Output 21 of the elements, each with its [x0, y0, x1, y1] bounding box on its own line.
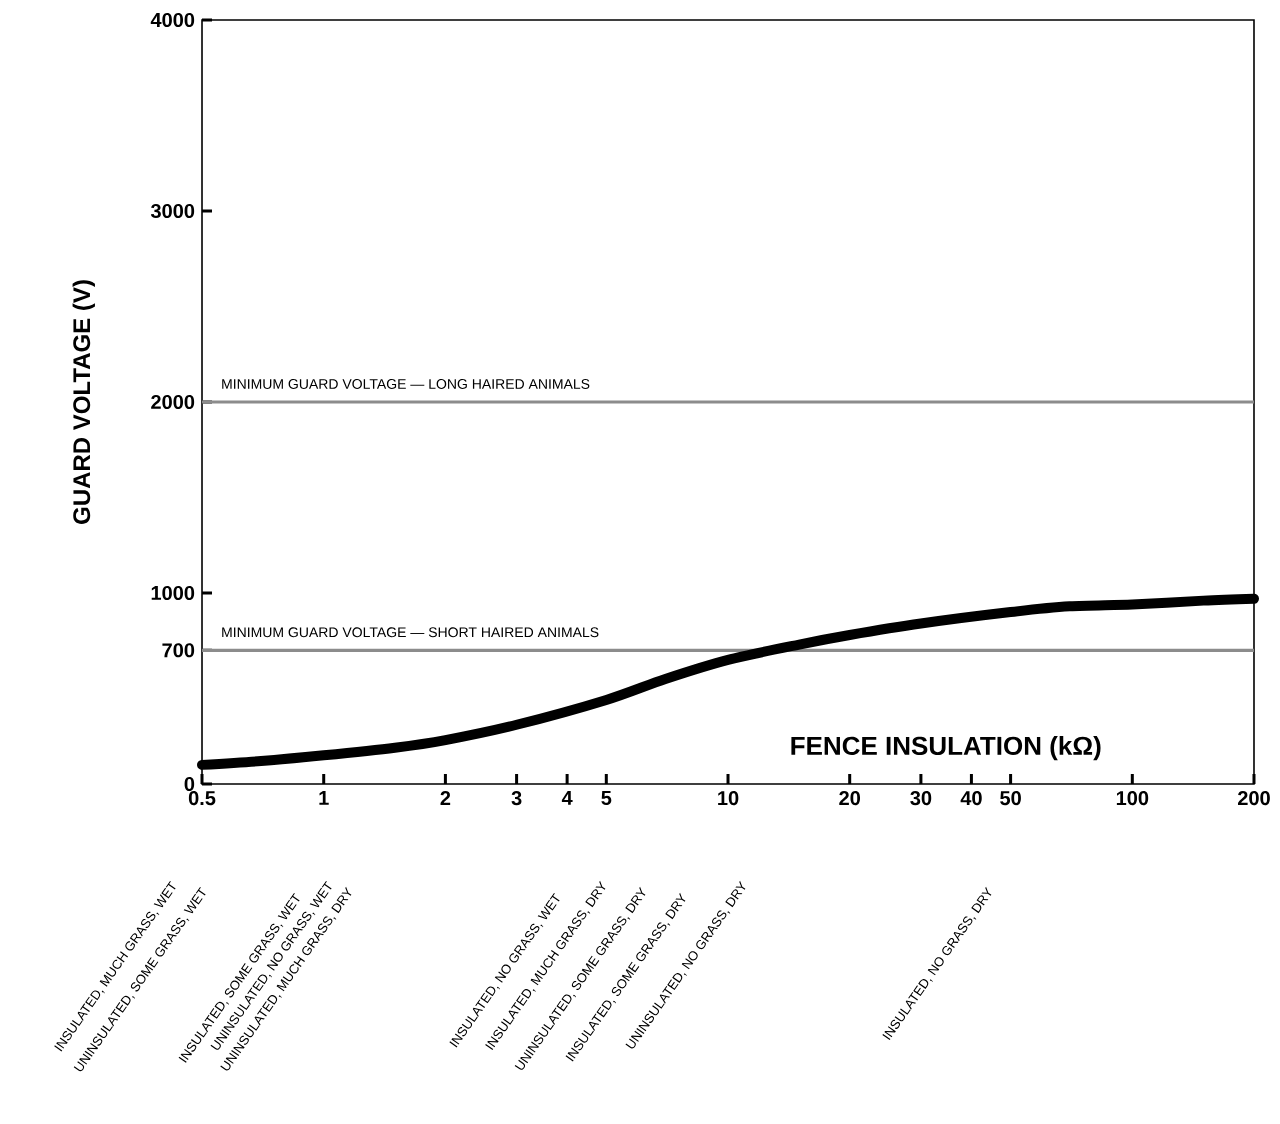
x-tick-label: 1	[319, 791, 329, 805]
x-tick-label: 20	[839, 791, 861, 806]
x-tick-label: 100	[1116, 791, 1149, 806]
x-tick-label: 200	[1238, 791, 1270, 806]
x-tick-label: 5	[601, 791, 612, 805]
x-tick-label: 10	[718, 791, 739, 806]
x-tick-label: 2	[440, 791, 451, 806]
y-tick-label: 3000	[150, 203, 195, 219]
x-tick-label: 30	[910, 791, 932, 806]
y-tick-label: 1000	[151, 585, 195, 601]
x-axis-title: FENCE INSULATION (kΩ)	[791, 735, 1101, 761]
y-tick-label: 700	[162, 643, 195, 658]
x-tick-label: 4	[561, 791, 573, 805]
x-tick-label: 3	[511, 791, 522, 806]
x-tick-label: 0.5	[188, 791, 216, 806]
x-tick-label: 50	[1000, 791, 1021, 806]
y-axis-title: GUARD VOLTAGE (V)	[72, 280, 95, 524]
y-tick-label: 2000	[151, 394, 195, 410]
x-tick-label: 40	[960, 791, 982, 806]
y-tick-label: 0	[184, 776, 195, 792]
y-tick-label: 4000	[150, 12, 195, 28]
